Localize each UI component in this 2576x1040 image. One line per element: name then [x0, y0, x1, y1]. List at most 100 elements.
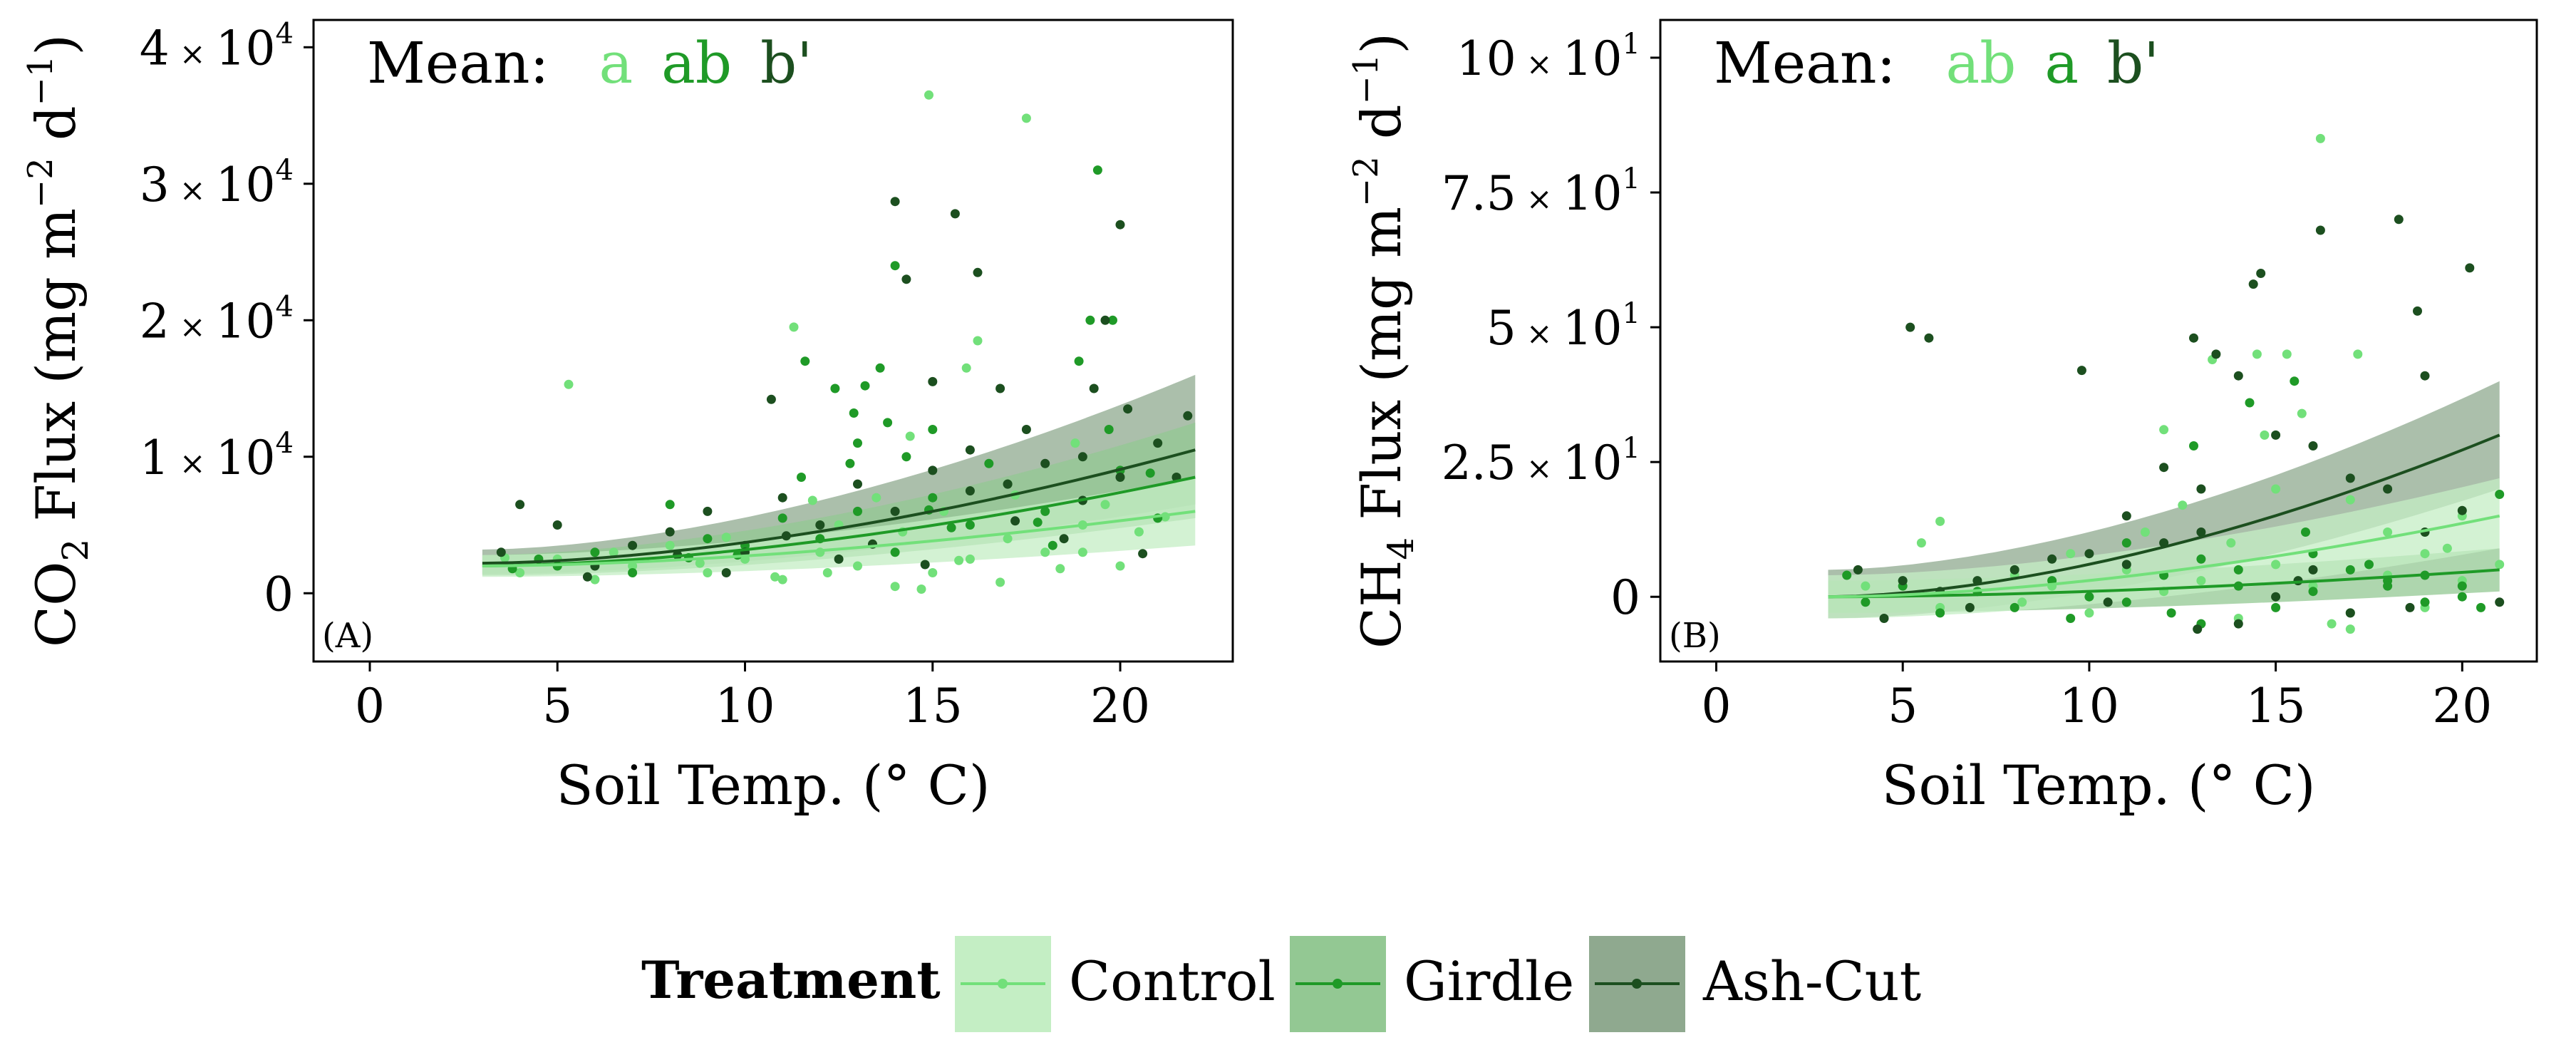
- mean-letter-control: ab: [1945, 30, 2016, 96]
- panel-b-x-tick-label: 10: [2059, 679, 2119, 733]
- ylabel-units-day: d: [1350, 104, 1413, 156]
- panel-b-point-ash-cut: [2256, 269, 2266, 278]
- panel-b-point-ash-cut: [2271, 430, 2281, 440]
- panel-a-point-control: [905, 431, 915, 441]
- mean-letter-control: a: [599, 30, 633, 96]
- panel-b-point-ash-cut: [2211, 349, 2221, 359]
- panel-b-point-girdle: [1935, 608, 1945, 618]
- panel-a-point-ash-cut: [1077, 452, 1087, 462]
- panel-a-point-ash-cut: [965, 486, 975, 496]
- legend-label-girdle: Girdle: [1404, 949, 1574, 1013]
- tick-exponent: 1: [1623, 28, 1640, 61]
- panel-a-point-girdle: [890, 261, 900, 271]
- panel-b-point-girdle: [2290, 376, 2300, 386]
- panel-a-point-girdle: [1104, 425, 1114, 434]
- panel-b-point-control: [2271, 484, 2281, 494]
- legend-label-control: Control: [1069, 949, 1276, 1013]
- panel-b-point-ash-cut: [2383, 484, 2393, 494]
- panel-b-point-ash-cut: [1905, 322, 1915, 332]
- panel-b-point-girdle: [2189, 441, 2198, 451]
- panel-a-point-girdle: [890, 547, 900, 557]
- panel-b-point-ash-cut: [2495, 597, 2505, 607]
- panel-b-point-girdle: [1861, 597, 1871, 607]
- tick-times: ×: [1516, 46, 1563, 83]
- legend: Treatment Control Girdle Ash-Cut: [641, 936, 1921, 1032]
- panel-a-point-ash-cut: [1183, 411, 1193, 421]
- panel-b-fit-line-girdle: [1828, 568, 2500, 599]
- panel-b-point-control: [2345, 495, 2355, 505]
- panel-a-point-girdle: [853, 506, 862, 516]
- panel-a-point-girdle: [965, 520, 975, 530]
- panel-b-y-tick-label: 7.5 × 101: [1442, 163, 1640, 221]
- panel-b-fit-line-ash-cut: [1828, 433, 2500, 599]
- ylabel-exponent-1: −2: [1346, 156, 1386, 207]
- panel-a-point-girdle: [928, 425, 938, 434]
- panel-a-fit-line-girdle: [482, 475, 1196, 567]
- panel-b-point-ash-cut: [2248, 279, 2258, 289]
- tick-times: ×: [1516, 451, 1563, 487]
- panel-a-point-control: [721, 532, 731, 542]
- panel-b-point-girdle: [2121, 538, 2131, 548]
- panel-a-point-ash-cut: [965, 445, 975, 455]
- panel-a-point-girdle: [830, 383, 840, 393]
- tick-base: 10: [216, 431, 276, 485]
- panel-b-point-control: [2420, 549, 2430, 559]
- panel-a-point-control: [995, 577, 1005, 587]
- panel-b-point-control: [2327, 619, 2337, 629]
- ylabel-exponent-2: −1: [21, 56, 61, 106]
- panel-b-point-control: [2271, 560, 2281, 570]
- tick-exponent: 1: [1623, 432, 1640, 465]
- panel-b-point-ash-cut: [1924, 333, 1934, 343]
- panel-b-point-girdle: [2364, 560, 2374, 570]
- panel-b-point-ash-cut: [2009, 565, 2019, 575]
- panel-a-point-ash-cut: [890, 506, 900, 516]
- panel-a-point-ash-cut: [721, 568, 731, 577]
- panel-b-point-ash-cut: [2189, 333, 2198, 343]
- panel-b-point-control: [2442, 543, 2452, 553]
- panel-a-point-girdle: [777, 513, 787, 523]
- panel-a-point-ash-cut: [1040, 458, 1050, 468]
- panel-b-point-ash-cut: [2315, 225, 2325, 235]
- panel-b-point-control: [2066, 549, 2076, 559]
- tick-times: ×: [170, 446, 216, 482]
- panel-a-y-axis-label: CO2 Flux (mg m−2 d−1): [21, 34, 96, 647]
- panel-a-y-tick-label: 2 × 104: [140, 290, 294, 349]
- panel-b-point-ash-cut: [2121, 511, 2131, 521]
- panel-b-y-axis-label: CH4 Flux (mg m−2 d−1): [1346, 33, 1422, 649]
- panel-b-point-control: [2383, 527, 2393, 537]
- tick-mantissa: 10: [1457, 31, 1516, 86]
- panel-a-point-control: [1070, 438, 1080, 448]
- panel-a-point-control: [916, 585, 926, 594]
- panel-b-point-ash-cut: [2345, 608, 2355, 618]
- tick-times: ×: [1516, 316, 1563, 352]
- mean-letter-ash-cut: b': [760, 30, 812, 96]
- panel-b-plot-frame: [1659, 19, 2538, 663]
- panel-a-point-control: [1021, 113, 1031, 123]
- panel-a-x-tick-label: 5: [542, 679, 572, 733]
- panel-a-point-ash-cut: [766, 394, 776, 404]
- panel-a-point-ash-cut: [665, 527, 675, 537]
- panel-b-point-girdle: [2084, 592, 2094, 602]
- panel-a-point-girdle: [901, 452, 911, 462]
- panel-a-point-ash-cut: [928, 465, 938, 475]
- panel-a-point-girdle: [984, 458, 994, 468]
- panel-b-y-tick-label: 2.5 × 101: [1442, 432, 1640, 490]
- panel-b-point-girdle: [2420, 597, 2430, 607]
- tick-mantissa: 4: [140, 21, 170, 76]
- tick-base: 10: [1563, 436, 1623, 490]
- panel-a-point-girdle: [797, 473, 806, 482]
- panel-b-point-control: [2159, 425, 2169, 435]
- panel-b-point-girdle: [2245, 398, 2255, 408]
- panel-a-point-ash-cut: [890, 197, 900, 207]
- tick-mantissa: 2.5: [1442, 436, 1516, 490]
- panel-a-point-control: [628, 561, 638, 571]
- panel-a-point-control: [1115, 561, 1125, 571]
- panel-b-point-girdle: [2196, 554, 2206, 564]
- panel-b-point-ash-cut: [2308, 441, 2318, 451]
- ylabel-gas: CH: [1350, 560, 1413, 649]
- panel-b-point-ash-cut: [2413, 306, 2422, 316]
- panel-b-x-tick-label: 5: [1888, 679, 1918, 733]
- panel-b-point-girdle: [2166, 608, 2176, 618]
- panel-a-point-control: [1134, 527, 1144, 537]
